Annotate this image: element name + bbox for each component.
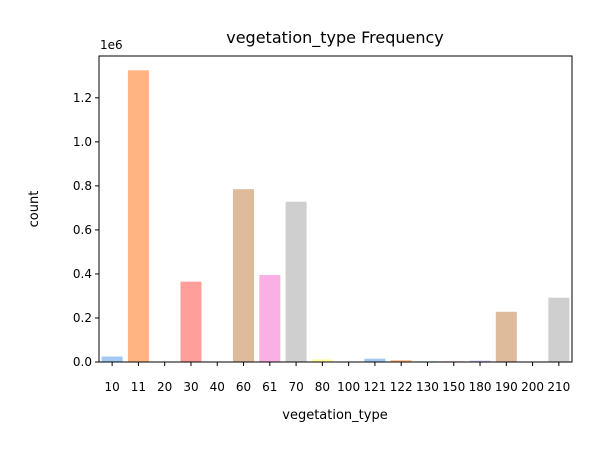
bar-30 <box>180 281 202 362</box>
y-tick-label: 0.6 <box>73 223 92 237</box>
y-tick-label: 0.8 <box>73 179 92 193</box>
bar-210 <box>548 297 570 362</box>
x-tick-label: 210 <box>547 380 570 394</box>
x-tick-label: 70 <box>288 380 303 394</box>
bar-121 <box>364 358 386 362</box>
bar-190 <box>495 311 517 362</box>
x-tick-label: 180 <box>469 380 492 394</box>
bar-122 <box>390 360 412 362</box>
plot-frame <box>98 55 573 363</box>
bars-group <box>101 70 570 362</box>
x-tick-label: 11 <box>131 380 146 394</box>
y-tick-label: 0.2 <box>73 311 92 325</box>
y-tick-label: 1.2 <box>73 91 92 105</box>
x-tick-label: 61 <box>262 380 277 394</box>
y-ticks-group: 0.0 0.2 0.4 0.6 0.8 1.0 1.2 <box>73 91 99 369</box>
bar-10 <box>101 356 123 362</box>
x-ticks-group: 10 11 20 30 40 60 61 70 80 100 121 122 130 150 180 190 2… <box>104 362 570 394</box>
y-axis-label: count <box>27 191 42 228</box>
x-tick-label: 150 <box>442 380 465 394</box>
x-tick-label: 20 <box>157 380 172 394</box>
bar-70 <box>285 201 307 362</box>
x-tick-label: 190 <box>495 380 518 394</box>
y-tick-label: 0.4 <box>73 267 92 281</box>
y-tick-label: 1.0 <box>73 135 92 149</box>
y-multiplier-label: 1e6 <box>100 38 123 52</box>
x-tick-label: 10 <box>104 380 119 394</box>
bar-11 <box>127 70 149 362</box>
bar-80 <box>311 359 333 362</box>
chart-title: vegetation_type Frequency <box>226 28 444 48</box>
bar-61 <box>259 275 281 362</box>
x-tick-label: 80 <box>315 380 330 394</box>
x-tick-label: 121 <box>363 380 386 394</box>
x-tick-label: 200 <box>521 380 544 394</box>
x-tick-label: 130 <box>416 380 439 394</box>
x-tick-label: 122 <box>390 380 413 394</box>
x-tick-label: 30 <box>183 380 198 394</box>
x-tick-label: 100 <box>337 380 360 394</box>
y-tick-label: 0.0 <box>73 355 92 369</box>
x-axis-label: vegetation_type <box>282 408 387 423</box>
bar-60 <box>233 189 255 362</box>
x-tick-label: 60 <box>236 380 251 394</box>
x-tick-label: 40 <box>210 380 225 394</box>
bar-180 <box>469 360 491 362</box>
